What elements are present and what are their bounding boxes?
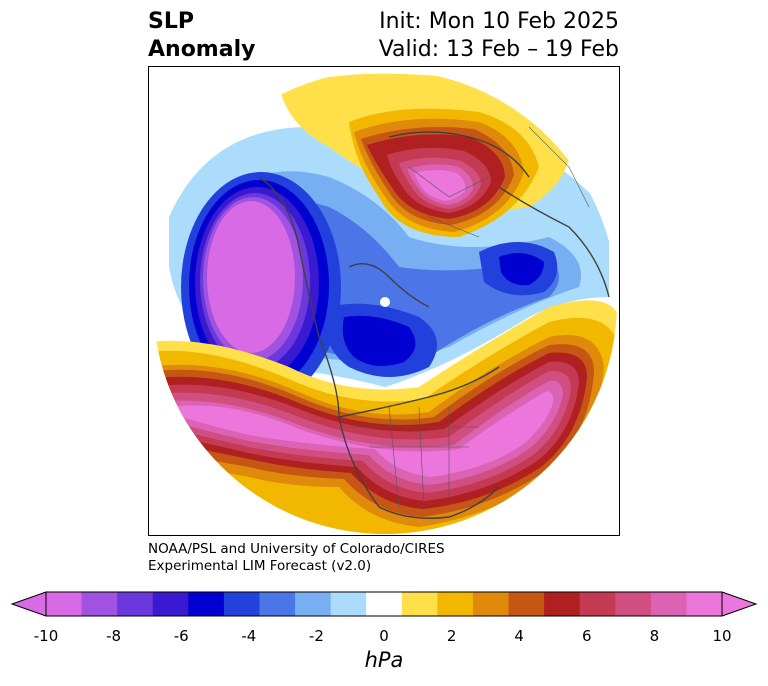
colorbar-cell [508,592,545,616]
colorbar-cell [330,592,367,616]
colorbar-cell [117,592,154,616]
colorbar-cell [615,592,652,616]
colorbar-cell [472,592,510,616]
colorbar-cell [188,592,225,616]
coastlines [258,131,610,519]
colorbar-cell [579,592,616,616]
colorbar-extend-low [10,591,47,617]
colorbar-tick-label: -6 [173,627,189,645]
siberian-high [279,73,571,238]
colorbar-cells [46,592,723,616]
colorbar-outline [45,591,723,617]
title-variable: SLP Anomaly [148,8,255,64]
colorbar-extend-high [721,591,758,617]
colorbar-unit: hPa [364,648,404,672]
colorbar-cell [437,592,474,616]
title-variable-line2: Anomaly [148,37,256,62]
init-date: Init: Mon 10 Feb 2025 [379,9,619,34]
credit-line2: Experimental LIM Forecast (v2.0) [148,558,372,574]
colorbar-tick-label: -10 [33,627,59,645]
colorbar-cell [366,592,403,616]
colorbar-cell [686,592,723,616]
colorbar-cell [650,592,687,616]
colorbar-cell [544,592,581,616]
colorbar-cell [223,592,260,616]
title-dates: Init: Mon 10 Feb 2025 Valid: 13 Feb – 19… [379,8,619,64]
colorbar-cell [81,592,118,616]
colorbar-tick-label: -4 [241,627,257,645]
north-pole-marker [380,297,390,307]
title-variable-line1: SLP [148,9,194,34]
credit: NOAA/PSL and University of Colorado/CIRE… [148,541,445,575]
colorbar-cell [46,592,83,616]
colorbar-tick-label: -2 [308,627,324,645]
colorbar-tick-label: 10 [712,627,732,645]
colorbar-cell [152,592,189,616]
colorbar [10,591,758,617]
atlantic-high [153,300,617,534]
colorbar-tick-label: -8 [106,627,122,645]
valid-range: Valid: 13 Feb – 19 Feb [378,37,619,62]
colorbar-cell [295,592,332,616]
pacific-low [181,172,341,402]
credit-line1: NOAA/PSL and University of Colorado/CIRE… [148,541,445,557]
colorbar-tick-label: 6 [582,627,592,645]
colorbar-tick-label: 4 [514,627,524,645]
borders [349,126,590,508]
slp-anomaly-map [148,66,620,536]
colorbar-tick-label: 2 [446,627,457,645]
colorbar-tick-label: 8 [649,627,660,645]
colorbar-cell [401,592,438,616]
map-svg [153,70,617,534]
colorbar-cell [259,592,296,616]
colorbar-tick-label: 0 [379,627,389,645]
